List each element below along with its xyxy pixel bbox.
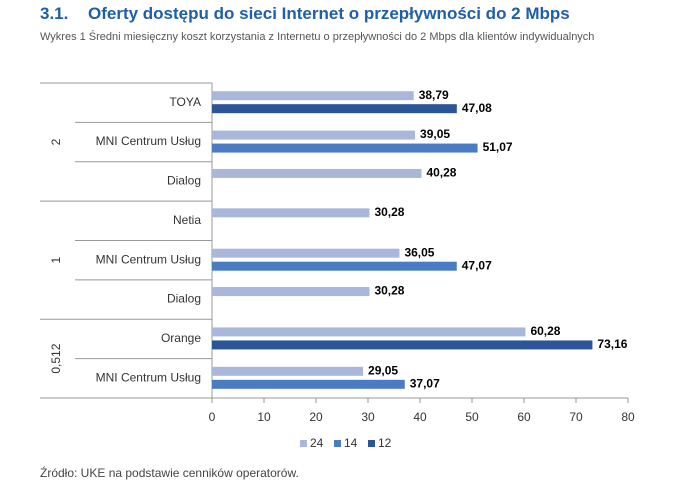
section-title: Oferty dostępu do sieci Internet o przep…: [88, 4, 570, 23]
bar: [212, 104, 457, 114]
value-label: 30,28: [374, 205, 404, 219]
y-tick-label: Orange: [161, 331, 201, 345]
x-tick-label: 0: [209, 410, 216, 424]
bar: [212, 287, 370, 297]
legend-label: 12: [378, 436, 392, 450]
value-label: 60,28: [530, 324, 560, 338]
y-tick-label: MNI Centrum Usług: [96, 252, 201, 266]
bar: [212, 248, 400, 258]
bar: [212, 91, 414, 101]
value-label: 40,28: [426, 166, 456, 180]
y-tick-label: MNI Centrum Usług: [96, 134, 201, 148]
value-label: 73,16: [597, 337, 627, 351]
bar: [212, 208, 370, 218]
bar: [212, 340, 593, 350]
value-label: 37,07: [410, 376, 440, 390]
value-label: 36,05: [404, 245, 434, 259]
x-tick-label: 70: [569, 410, 583, 424]
y-tick-label: Netia: [173, 213, 201, 227]
legend-label: 14: [344, 436, 358, 450]
x-tick-label: 50: [465, 410, 479, 424]
source-note: Źródło: UKE na podstawie cenników operat…: [40, 466, 299, 480]
group-label: 0,512: [49, 343, 63, 373]
y-tick-label: Dialog: [167, 174, 201, 188]
legend-swatch: [368, 440, 375, 447]
bar: [212, 366, 364, 376]
legend-swatch: [300, 440, 307, 447]
value-label: 30,28: [374, 284, 404, 298]
y-tick-label: MNI Centrum Usług: [96, 370, 201, 384]
legend-swatch: [334, 440, 341, 447]
x-tick-label: 40: [413, 410, 427, 424]
bar: [212, 261, 457, 271]
x-tick-label: 20: [309, 410, 323, 424]
x-tick-label: 30: [361, 410, 375, 424]
value-label: 47,08: [462, 101, 492, 115]
x-tick-label: 80: [621, 410, 635, 424]
bar: [212, 143, 478, 153]
value-label: 51,07: [483, 140, 513, 154]
group-label: 2: [49, 138, 63, 145]
bar: [212, 168, 422, 178]
value-label: 39,05: [420, 127, 450, 141]
value-label: 38,79: [419, 88, 449, 102]
bar: [212, 130, 416, 140]
x-tick-label: 60: [517, 410, 531, 424]
bar: [212, 379, 405, 389]
chart-caption: Wykres 1 Średni miesięczny koszt korzyst…: [40, 31, 595, 43]
x-tick-label: 10: [257, 410, 271, 424]
group-label: 1: [49, 257, 63, 264]
legend-label: 24: [310, 436, 324, 450]
y-tick-label: Dialog: [167, 292, 201, 306]
value-label: 29,05: [368, 363, 398, 377]
section-number: 3.1.: [40, 4, 69, 23]
value-label: 47,07: [462, 258, 492, 272]
y-tick-label: TOYA: [169, 95, 201, 109]
bar: [212, 327, 526, 337]
